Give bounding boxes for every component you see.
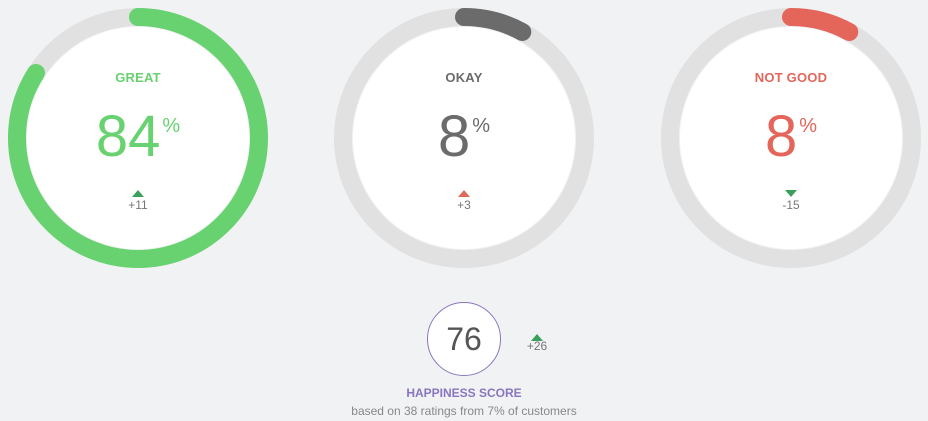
gauge-value: 84	[95, 104, 161, 169]
trend-up-icon	[132, 190, 144, 197]
gauge-value-row: 84%	[8, 102, 268, 172]
gauge-great: GREAT 84% +11	[8, 8, 268, 268]
gauge-label: NOT GOOD	[754, 70, 828, 85]
gauge-label: GREAT	[115, 70, 161, 85]
gauge-trend	[661, 184, 921, 202]
gauge-value-row: 8%	[661, 102, 921, 172]
gauge-inner-disc	[353, 27, 575, 249]
happiness-score-value: 76	[446, 321, 482, 357]
gauge-unit: %	[162, 115, 181, 137]
gauge-progress-arc	[661, 8, 921, 268]
happiness-delta: +26	[526, 339, 548, 353]
gauge-inner-disc	[27, 27, 249, 249]
gauge-ring	[8, 8, 268, 268]
happiness-trend	[522, 328, 552, 346]
gauge-delta: +3	[457, 198, 471, 212]
happiness-score-circle: 76	[427, 302, 501, 376]
gauge-trend	[8, 184, 268, 202]
gauge-okay: OKAY 8% +3	[334, 8, 594, 268]
gauge-unit: %	[799, 115, 818, 137]
trend-up-icon	[458, 190, 470, 197]
happiness-score-subtitle: based on 38 ratings from 7% of customers	[351, 404, 577, 418]
gauge-ring	[661, 8, 921, 268]
gauge-inner-disc	[680, 27, 902, 249]
trend-up-icon	[531, 334, 543, 341]
gauge-value: 8	[437, 104, 471, 169]
happiness-score-title: HAPPINESS SCORE	[406, 386, 522, 400]
gauge-delta: +11	[128, 198, 148, 212]
trend-down-icon	[785, 190, 797, 197]
gauge-label: OKAY	[445, 70, 483, 85]
gauge-progress-arc	[8, 8, 268, 268]
gauge-unit: %	[472, 115, 491, 137]
gauge-delta: -15	[782, 198, 800, 212]
gauge-not-good: NOT GOOD 8% -15	[661, 8, 921, 268]
gauge-progress-arc	[334, 8, 594, 268]
gauge-value-row: 8%	[334, 102, 594, 172]
gauge-value: 8	[764, 104, 798, 169]
gauge-ring	[334, 8, 594, 268]
gauge-trend	[334, 184, 594, 202]
